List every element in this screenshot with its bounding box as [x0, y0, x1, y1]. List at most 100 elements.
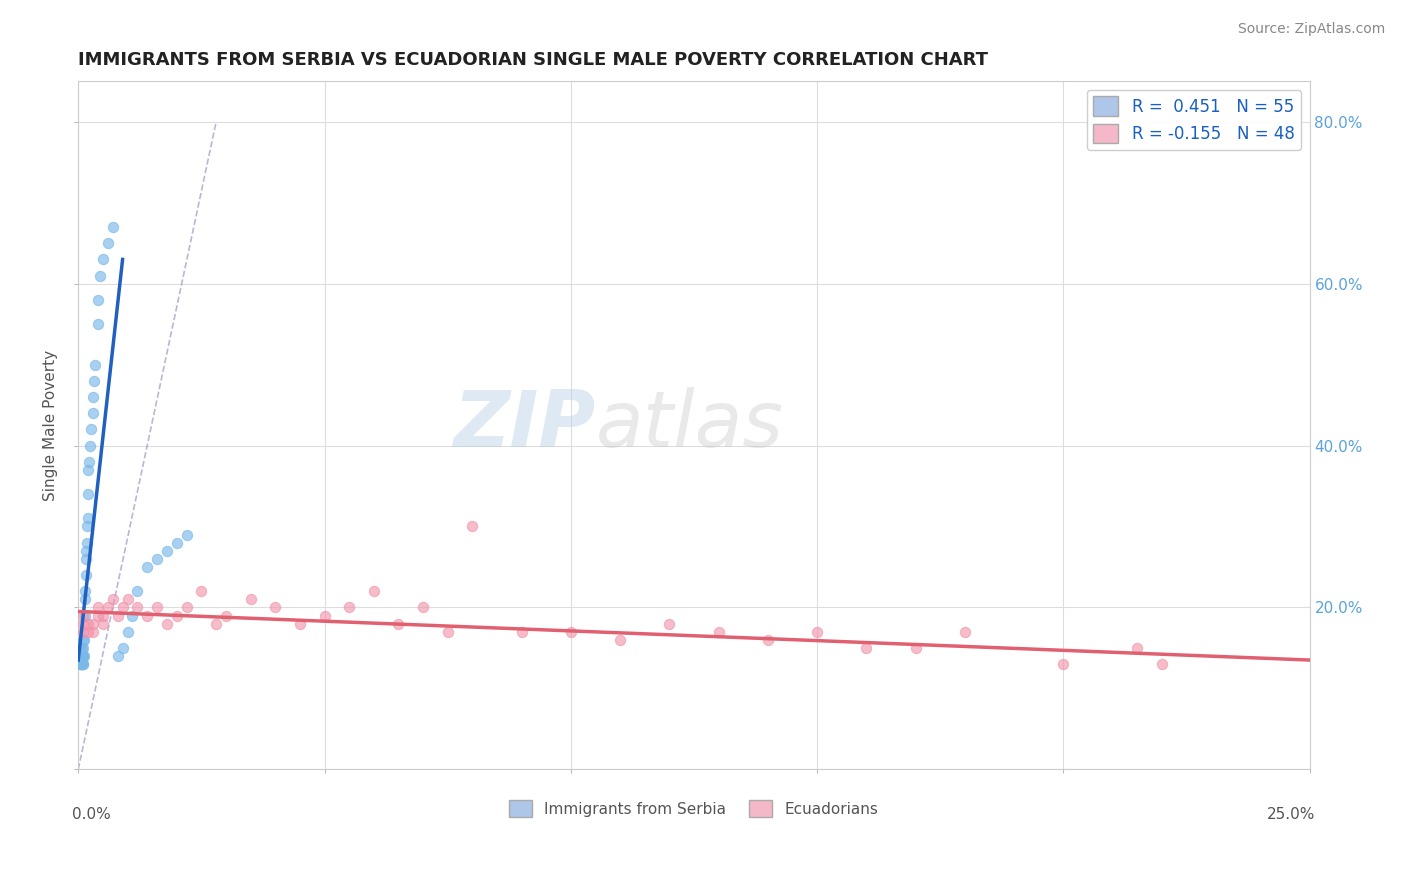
Point — [82, 624, 104, 639]
Point — [82, 406, 104, 420]
Point — [904, 640, 927, 655]
Point — [146, 600, 169, 615]
Point — [107, 608, 129, 623]
Point — [89, 268, 111, 283]
Point — [72, 616, 94, 631]
Point — [387, 616, 409, 631]
Point — [111, 600, 134, 615]
Text: IMMIGRANTS FROM SERBIA VS ECUADORIAN SINGLE MALE POVERTY CORRELATION CHART: IMMIGRANTS FROM SERBIA VS ECUADORIAN SIN… — [79, 51, 988, 69]
Point — [77, 616, 100, 631]
Point — [73, 648, 96, 663]
Point — [72, 648, 94, 663]
Point — [658, 616, 681, 631]
Text: 25.0%: 25.0% — [1267, 807, 1316, 822]
Point — [288, 616, 311, 631]
Point — [146, 552, 169, 566]
Point — [72, 632, 94, 647]
Point — [70, 657, 93, 671]
Point — [609, 632, 631, 647]
Point — [70, 648, 93, 663]
Point — [77, 487, 100, 501]
Point — [756, 632, 779, 647]
Point — [70, 648, 93, 663]
Point — [69, 657, 91, 671]
Point — [75, 568, 97, 582]
Point — [73, 608, 96, 623]
Point — [707, 624, 730, 639]
Point — [70, 657, 93, 671]
Point — [75, 584, 97, 599]
Point — [72, 657, 94, 671]
Point — [73, 632, 96, 647]
Point — [176, 527, 198, 541]
Point — [1052, 657, 1074, 671]
Point — [75, 552, 97, 566]
Point — [83, 374, 105, 388]
Point — [127, 584, 149, 599]
Point — [91, 252, 114, 267]
Point — [87, 608, 110, 623]
Point — [176, 600, 198, 615]
Point — [84, 358, 107, 372]
Text: Source: ZipAtlas.com: Source: ZipAtlas.com — [1237, 22, 1385, 37]
Point — [107, 648, 129, 663]
Point — [111, 640, 134, 655]
Point — [337, 600, 360, 615]
Point — [121, 608, 143, 623]
Point — [69, 657, 91, 671]
Point — [239, 592, 262, 607]
Y-axis label: Single Male Poverty: Single Male Poverty — [44, 350, 58, 501]
Point — [70, 657, 93, 671]
Point — [101, 220, 124, 235]
Point — [79, 422, 101, 436]
Point — [87, 293, 110, 307]
Point — [70, 640, 93, 655]
Point — [79, 439, 101, 453]
Point — [1150, 657, 1173, 671]
Point — [72, 624, 94, 639]
Point — [806, 624, 828, 639]
Point — [205, 616, 228, 631]
Point — [69, 657, 91, 671]
Point — [91, 616, 114, 631]
Point — [314, 608, 336, 623]
Point — [461, 519, 484, 533]
Point — [67, 648, 90, 663]
Point — [436, 624, 458, 639]
Point — [166, 535, 188, 549]
Point — [156, 543, 179, 558]
Point — [72, 608, 94, 623]
Point — [412, 600, 434, 615]
Legend: Immigrants from Serbia, Ecuadorians: Immigrants from Serbia, Ecuadorians — [503, 794, 884, 823]
Point — [127, 600, 149, 615]
Point — [77, 455, 100, 469]
Point — [77, 511, 100, 525]
Point — [73, 592, 96, 607]
Point — [97, 236, 120, 251]
Text: 0.0%: 0.0% — [72, 807, 111, 822]
Point — [75, 543, 97, 558]
Point — [117, 592, 139, 607]
Point — [69, 648, 91, 663]
Point — [87, 600, 110, 615]
Point — [156, 616, 179, 631]
Point — [77, 463, 100, 477]
Point — [72, 657, 94, 671]
Point — [70, 648, 93, 663]
Point — [855, 640, 877, 655]
Point — [953, 624, 976, 639]
Point — [264, 600, 287, 615]
Point — [87, 317, 110, 331]
Point — [166, 608, 188, 623]
Point — [560, 624, 582, 639]
Text: atlas: atlas — [595, 387, 783, 463]
Point — [72, 648, 94, 663]
Point — [136, 560, 159, 574]
Point — [91, 608, 114, 623]
Point — [510, 624, 533, 639]
Point — [215, 608, 238, 623]
Point — [97, 600, 120, 615]
Point — [77, 624, 100, 639]
Point — [101, 592, 124, 607]
Point — [76, 535, 98, 549]
